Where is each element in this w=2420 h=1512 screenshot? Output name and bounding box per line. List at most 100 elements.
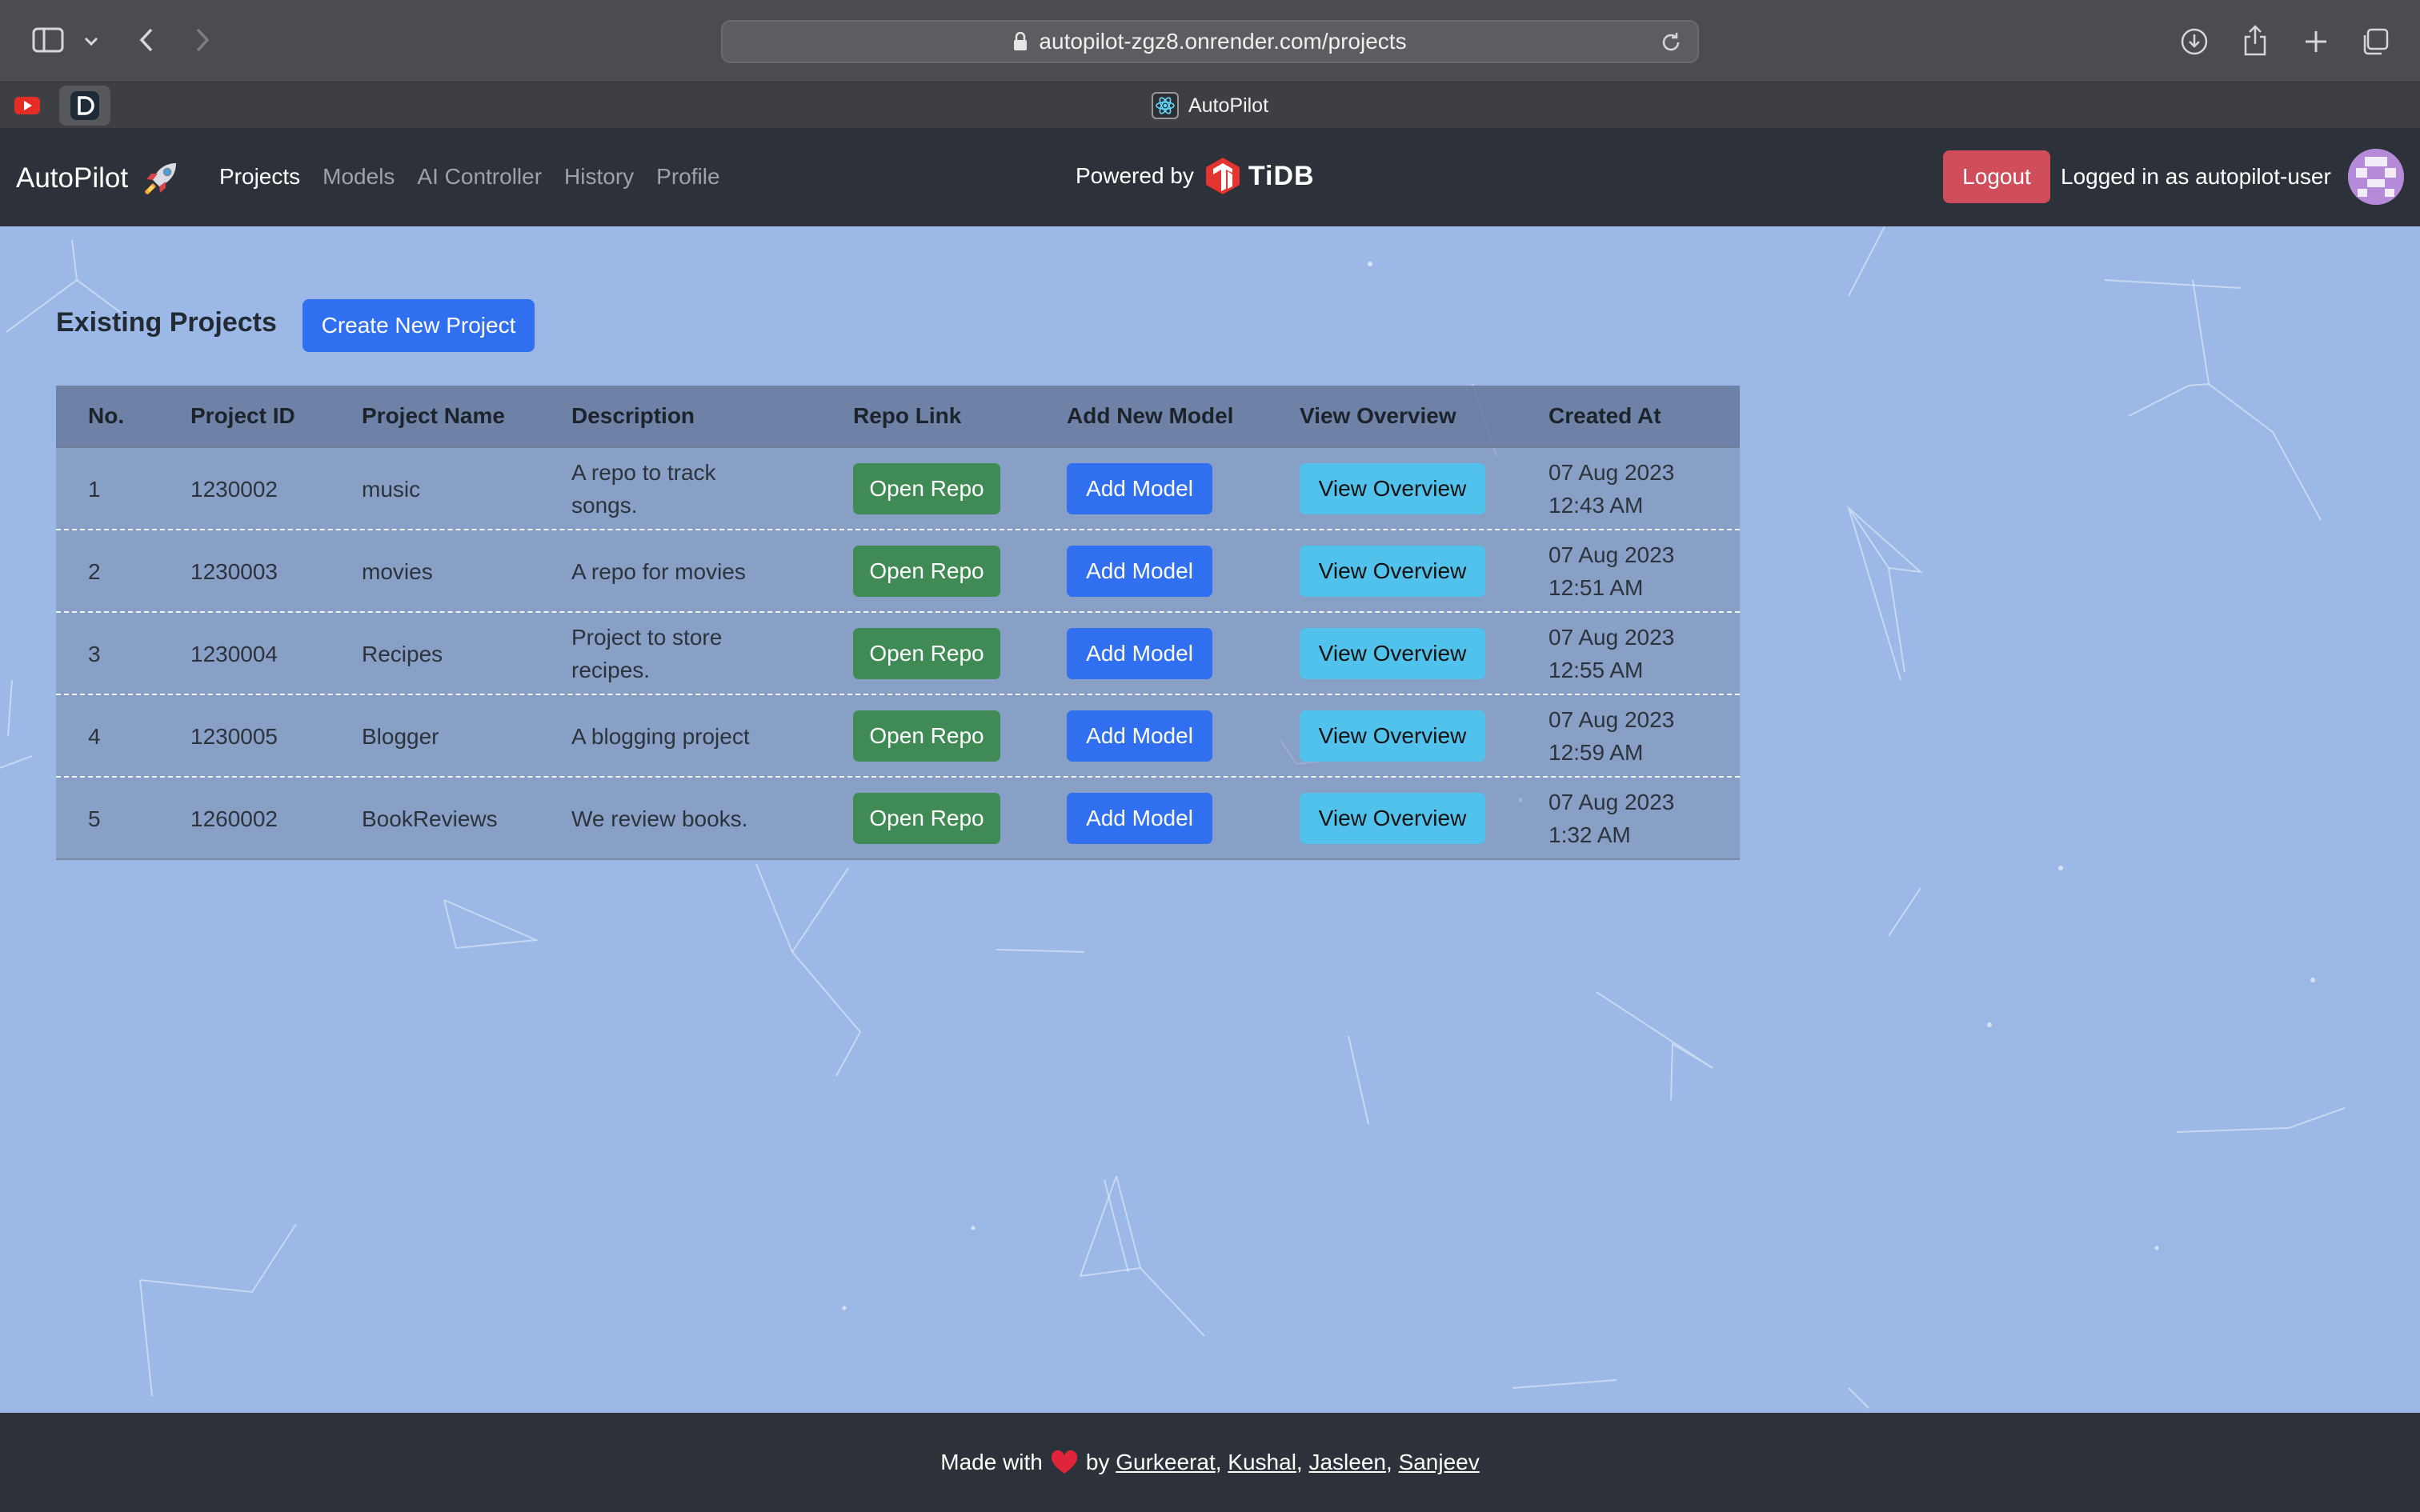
- share-icon[interactable]: [2238, 21, 2273, 59]
- add-model-button[interactable]: Add Model: [1067, 463, 1212, 514]
- browser-chrome: autopilot-zgz8.onrender.com/projects: [0, 0, 2420, 128]
- youtube-icon: [14, 97, 40, 114]
- cell-description-line1: A repo to track: [571, 460, 716, 485]
- nav-profile[interactable]: Profile: [656, 164, 720, 189]
- author-link-kushal[interactable]: Kushal: [1228, 1450, 1296, 1474]
- view-overview-button[interactable]: View Overview: [1300, 793, 1485, 844]
- cell-created-date: 07 Aug 2023: [1549, 542, 1675, 567]
- logged-in-text: Logged in as autopilot-user: [2061, 164, 2331, 189]
- col-project-id: Project ID: [190, 403, 295, 428]
- tidb-logo: TiDB: [1205, 157, 1315, 195]
- nav-history[interactable]: History: [564, 164, 635, 189]
- brand[interactable]: AutoPilot: [16, 158, 181, 198]
- powered-by-text: Powered by: [1076, 163, 1194, 188]
- active-tab[interactable]: AutoPilot: [1151, 92, 1269, 119]
- author-link-sanjeev[interactable]: Sanjeev: [1398, 1450, 1480, 1474]
- cell-created-time: 12:43 AM: [1549, 493, 1644, 518]
- create-project-button[interactable]: Create New Project: [302, 299, 535, 352]
- cell-description-line1: We review books.: [571, 806, 748, 831]
- heart-icon: [1051, 1450, 1078, 1474]
- cell-no: 2: [88, 559, 101, 584]
- footer: Made with by Gurkeerat, Kushal, Jasleen,…: [0, 1413, 2420, 1512]
- open-repo-button[interactable]: Open Repo: [853, 710, 1000, 762]
- open-repo-button[interactable]: Open Repo: [853, 793, 1000, 844]
- col-view-overview: View Overview: [1300, 403, 1456, 428]
- col-project-name: Project Name: [362, 403, 505, 428]
- cell-project-id: 1230005: [190, 724, 278, 749]
- cell-project-name: music: [362, 477, 421, 502]
- lock-icon: [1013, 32, 1028, 51]
- tab-title-text: AutoPilot: [1188, 94, 1269, 117]
- download-icon[interactable]: [2177, 24, 2212, 59]
- table-row: 4 1230005 Blogger A blogging project Ope…: [56, 695, 1740, 778]
- footer-made-with: Made with: [940, 1450, 1043, 1474]
- cell-description-line1: A repo for movies: [571, 559, 746, 584]
- address-bar[interactable]: autopilot-zgz8.onrender.com/projects: [721, 20, 1699, 63]
- add-model-button[interactable]: Add Model: [1067, 793, 1212, 844]
- app-navbar: AutoPilot Projects Models AI Controller …: [0, 128, 2420, 226]
- cell-created-time: 1:32 AM: [1549, 822, 1631, 847]
- cell-created-time: 12:59 AM: [1549, 740, 1644, 765]
- cell-project-id: 1260002: [190, 806, 278, 831]
- nav-ai-controller[interactable]: AI Controller: [417, 164, 543, 189]
- forward-icon[interactable]: [189, 24, 216, 56]
- add-model-button[interactable]: Add Model: [1067, 710, 1212, 762]
- nav-models[interactable]: Models: [323, 164, 395, 189]
- rocket-icon: [141, 158, 181, 198]
- add-model-button[interactable]: Add Model: [1067, 546, 1212, 597]
- view-overview-button[interactable]: View Overview: [1300, 463, 1485, 514]
- tidb-text: TiDB: [1248, 160, 1315, 191]
- add-model-button[interactable]: Add Model: [1067, 628, 1212, 679]
- cell-project-name: BookReviews: [362, 806, 498, 831]
- projects-table: No. Project ID Project Name Description …: [56, 386, 1740, 860]
- cell-description-line2: recipes.: [571, 658, 651, 682]
- powered-by: Powered by TiDB: [1076, 157, 1315, 195]
- reload-icon[interactable]: [1659, 30, 1683, 60]
- avatar[interactable]: [2348, 149, 2404, 205]
- logout-button[interactable]: Logout: [1943, 150, 2050, 203]
- cell-no: 4: [88, 724, 101, 749]
- author-link-gurkeerat[interactable]: Gurkeerat: [1116, 1450, 1216, 1474]
- sidebar-toggle-icon[interactable]: [30, 24, 66, 56]
- nav-projects[interactable]: Projects: [219, 164, 301, 189]
- pinned-tab-youtube[interactable]: [2, 86, 53, 126]
- cell-created-date: 07 Aug 2023: [1549, 460, 1675, 485]
- col-add-model: Add New Model: [1067, 403, 1234, 428]
- col-repo-link: Repo Link: [853, 403, 962, 428]
- cell-description-line2: songs.: [571, 493, 638, 518]
- tab-overview-icon[interactable]: [2358, 24, 2393, 59]
- cell-project-id: 1230004: [190, 642, 278, 666]
- cell-project-id: 1230002: [190, 477, 278, 502]
- cell-project-name: Blogger: [362, 724, 439, 749]
- cell-project-name: Recipes: [362, 642, 443, 666]
- back-icon[interactable]: [133, 24, 160, 56]
- chevron-down-icon[interactable]: [80, 30, 102, 53]
- page-title: Existing Projects: [56, 307, 277, 338]
- tidb-icon: [1205, 158, 1240, 194]
- cell-created-date: 07 Aug 2023: [1549, 625, 1675, 650]
- cell-created-time: 12:55 AM: [1549, 658, 1644, 682]
- view-overview-button[interactable]: View Overview: [1300, 546, 1485, 597]
- author-link-jasleen[interactable]: Jasleen: [1308, 1450, 1386, 1474]
- new-tab-icon[interactable]: [2298, 24, 2334, 59]
- cell-no: 5: [88, 806, 101, 831]
- url-text: autopilot-zgz8.onrender.com/projects: [1039, 29, 1407, 54]
- brand-name: AutoPilot: [16, 162, 129, 194]
- open-repo-button[interactable]: Open Repo: [853, 463, 1000, 514]
- view-overview-button[interactable]: View Overview: [1300, 710, 1485, 762]
- open-repo-button[interactable]: Open Repo: [853, 628, 1000, 679]
- browser-toolbar: autopilot-zgz8.onrender.com/projects: [0, 0, 2420, 82]
- pinned-tab-docs[interactable]: [59, 86, 110, 126]
- col-description: Description: [571, 403, 695, 428]
- view-overview-button[interactable]: View Overview: [1300, 628, 1485, 679]
- footer-by: by: [1085, 1450, 1110, 1474]
- tab-bar: AutoPilot: [0, 82, 2420, 128]
- table-row: 3 1230004 Recipes Project to store recip…: [56, 613, 1740, 695]
- identicon-icon: [2348, 149, 2404, 205]
- main-nav: Projects Models AI Controller History Pr…: [219, 164, 720, 190]
- d-logo-icon: [70, 91, 99, 120]
- open-repo-button[interactable]: Open Repo: [853, 546, 1000, 597]
- cell-created-time: 12:51 AM: [1549, 575, 1644, 600]
- react-icon: [1151, 92, 1179, 119]
- cell-description-line1: A blogging project: [571, 724, 750, 749]
